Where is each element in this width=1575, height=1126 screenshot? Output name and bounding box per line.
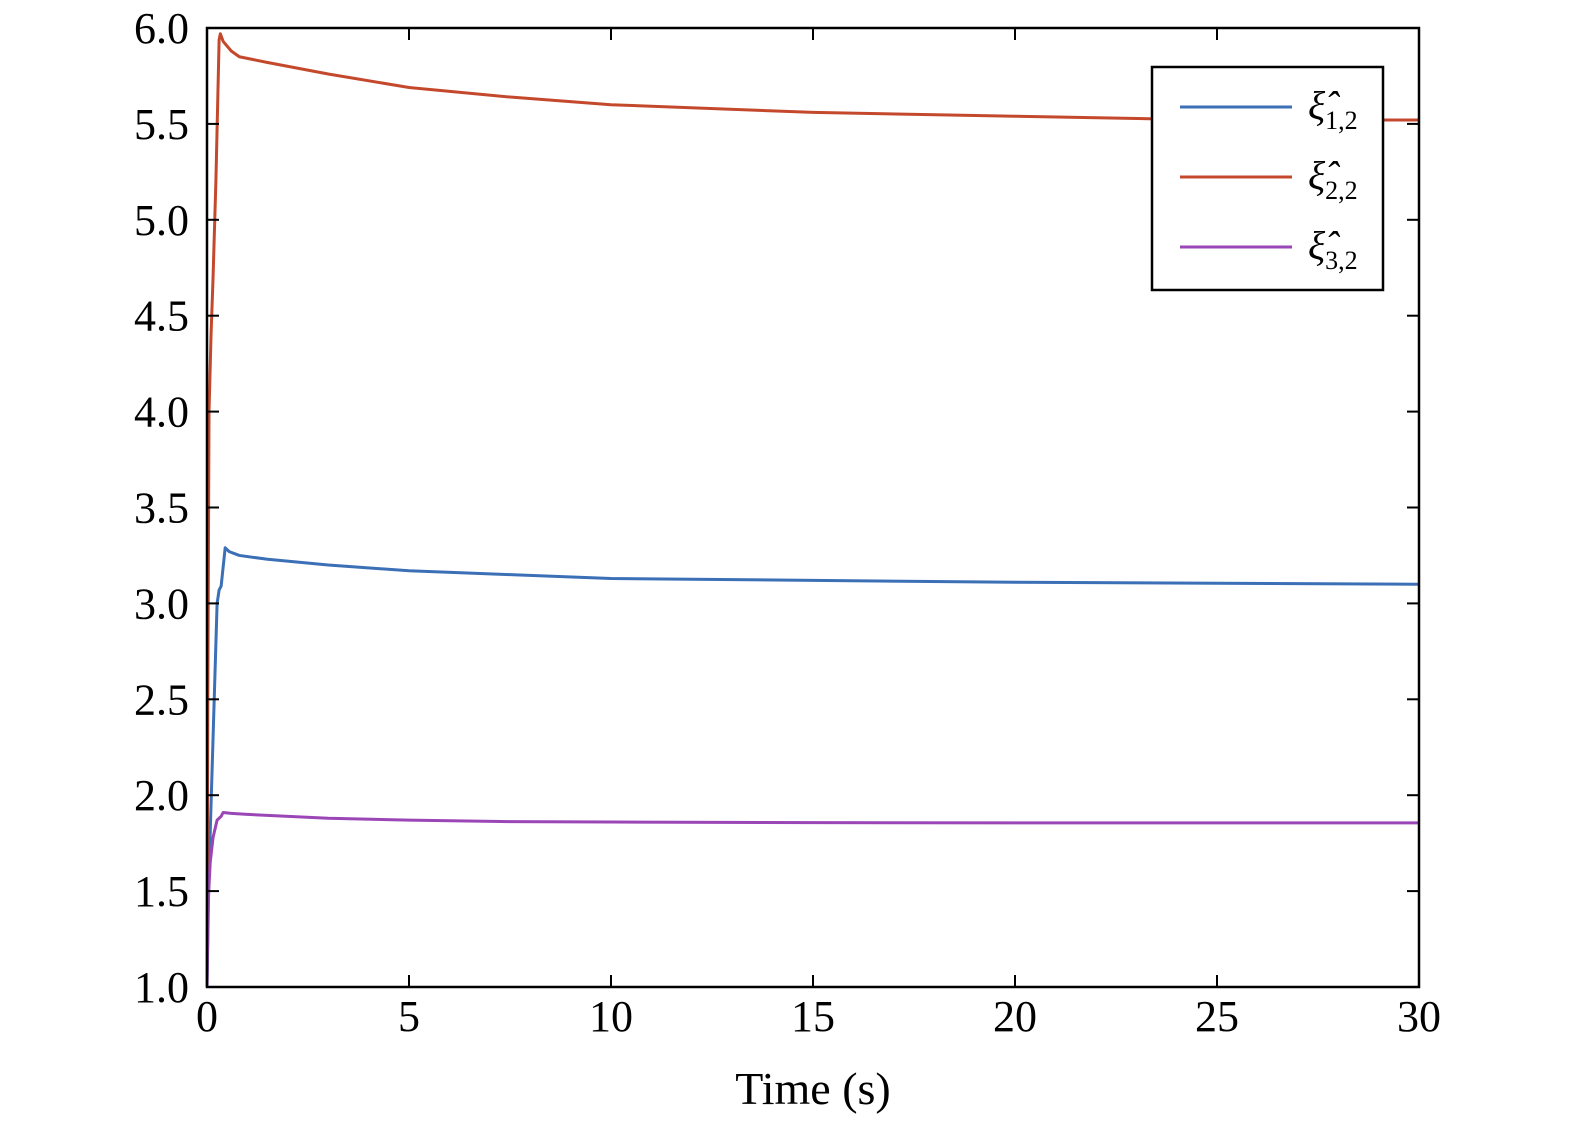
y-tick-label: 6.0 [134, 4, 189, 53]
series-line-2 [205, 32, 1419, 988]
y-tick-label: 1.0 [134, 963, 189, 1012]
x-tick-label: 5 [398, 992, 420, 1041]
legend: ξ̂1,2ξ̂2,2ξ̂3,2 [1150, 65, 1385, 292]
series-line-3 [205, 810, 1419, 988]
y-tick-label: 5.5 [134, 100, 189, 149]
y-tick-label: 2.5 [134, 675, 189, 724]
y-tick-label: 3.0 [134, 579, 189, 628]
x-tick-label: 10 [589, 992, 633, 1041]
legend-subscript: 3,2 [1325, 246, 1358, 275]
series-layer [205, 32, 1420, 988]
x-tick-label: 0 [196, 992, 218, 1041]
y-tick-label: 2.0 [134, 771, 189, 820]
y-tick-label: 1.5 [134, 867, 189, 916]
y-tick-label: 3.5 [134, 484, 189, 533]
y-tick-label: 4.0 [134, 388, 189, 437]
x-tick-label: 30 [1397, 992, 1441, 1041]
x-tick-label: 20 [993, 992, 1037, 1041]
y-tick-label: 5.0 [134, 196, 189, 245]
legend-subscript: 1,2 [1325, 106, 1358, 135]
tick-layer: 0 5 10 15 20 25 30 1.0 1.5 2.0 2.5 3.0 3.5 4.0 4.5 5.0 5… [134, 4, 1441, 1041]
y-tick-label: 4.5 [134, 292, 189, 341]
x-axis-title: Time (s) [735, 1063, 891, 1114]
x-tick-label: 25 [1195, 992, 1239, 1041]
series-line-1 [205, 546, 1420, 988]
x-tick-label: 15 [791, 992, 835, 1041]
legend-subscript: 2,2 [1325, 176, 1358, 205]
